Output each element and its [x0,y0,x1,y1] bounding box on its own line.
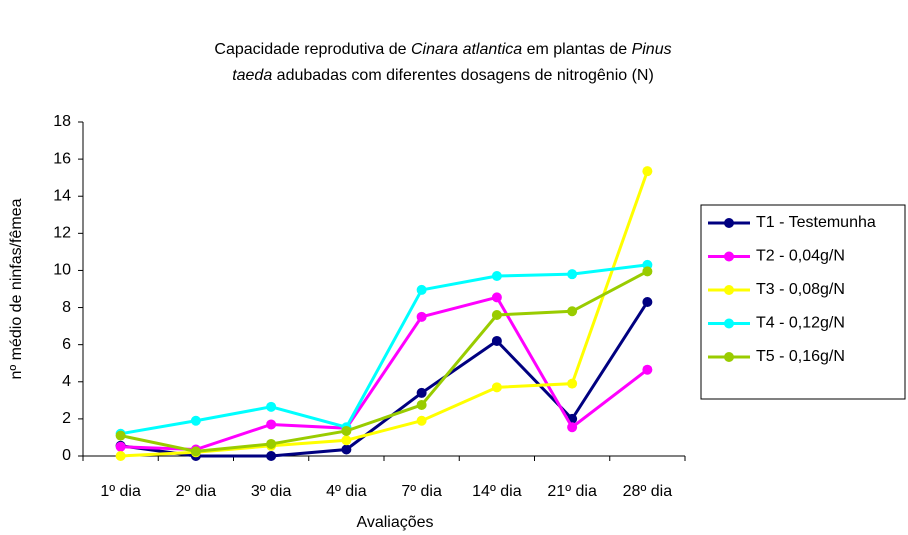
data-point [341,425,352,436]
data-point [416,415,427,426]
x-tick-label: 1º dia [100,483,141,500]
title-segment: em plantas de [522,41,631,58]
data-point [115,441,126,452]
y-tick-label: 0 [62,447,71,464]
data-point [115,451,126,461]
data-point [567,306,578,317]
data-point [642,296,653,307]
x-tick-label: 3º dia [251,483,292,500]
legend-label: T5 - 0,16g/N [756,348,845,365]
data-point [491,271,502,282]
data-point [416,387,427,398]
data-point [416,311,427,322]
y-tick-label: 12 [53,225,71,242]
y-tick-label: 4 [62,373,71,390]
data-point [115,430,126,441]
data-point [567,269,578,280]
data-point [416,399,427,410]
legend [700,204,906,400]
x-axis-label: Avaliações [356,514,433,531]
series-line [120,263,648,436]
legend-label: T1 - Testemunha [756,214,876,231]
series-line [120,295,649,452]
legend-marker [724,285,734,295]
data-point [266,438,277,449]
data-point [190,446,201,457]
data-point [190,415,201,426]
legend-label: T2 - 0,04g/N [756,248,845,265]
y-tick-label: 18 [53,113,71,130]
data-point [266,401,277,412]
x-tick-label: 4º dia [326,483,367,500]
title-segment: taeda [232,67,272,84]
legend-marker [724,318,734,329]
y-tick-label: 8 [62,299,71,316]
y-axis-label: nº médio de ninfas/fêmea [8,198,25,379]
data-point [491,292,502,303]
legend-label: T3 - 0,08g/N [756,281,845,298]
data-point [567,378,578,389]
y-tick-label: 6 [62,336,71,353]
chart-title: Capacidade reprodutiva de Cinara atlanti… [214,41,671,58]
data-point [642,266,653,277]
chart-title: taeda adubadas com diferentes dosagens d… [232,67,654,84]
title-segment: Pinus [632,41,672,58]
y-tick-label: 16 [53,150,71,167]
data-point [491,335,502,346]
data-point [642,364,653,375]
legend-marker [724,218,734,228]
data-point [341,444,352,455]
data-point [567,422,578,433]
x-tick-label: 28º dia [623,483,673,500]
series-line [120,301,649,458]
title-segment: Capacidade reprodutiva de [214,41,411,58]
x-tick-label: 14º dia [472,483,522,500]
y-tick-label: 10 [53,262,71,279]
series-line [120,270,649,453]
y-tick-label: 14 [53,187,71,204]
legend-marker [724,251,734,262]
data-point [341,435,352,446]
legend-marker [724,352,734,362]
legend-label: T4 - 0,12g/N [756,315,845,332]
data-point [266,451,277,461]
data-point [491,382,502,393]
data-point [416,284,427,295]
data-point [266,419,277,430]
title-segment: Cinara atlantica [411,41,522,58]
title-segment: adubadas com diferentes dosagens de nitr… [272,67,654,84]
data-point [491,309,502,320]
x-tick-label: 2º dia [176,483,217,500]
y-tick-label: 2 [62,410,71,427]
x-tick-label: 7º dia [401,483,442,500]
data-point [642,166,653,177]
x-tick-label: 21º dia [547,483,597,500]
